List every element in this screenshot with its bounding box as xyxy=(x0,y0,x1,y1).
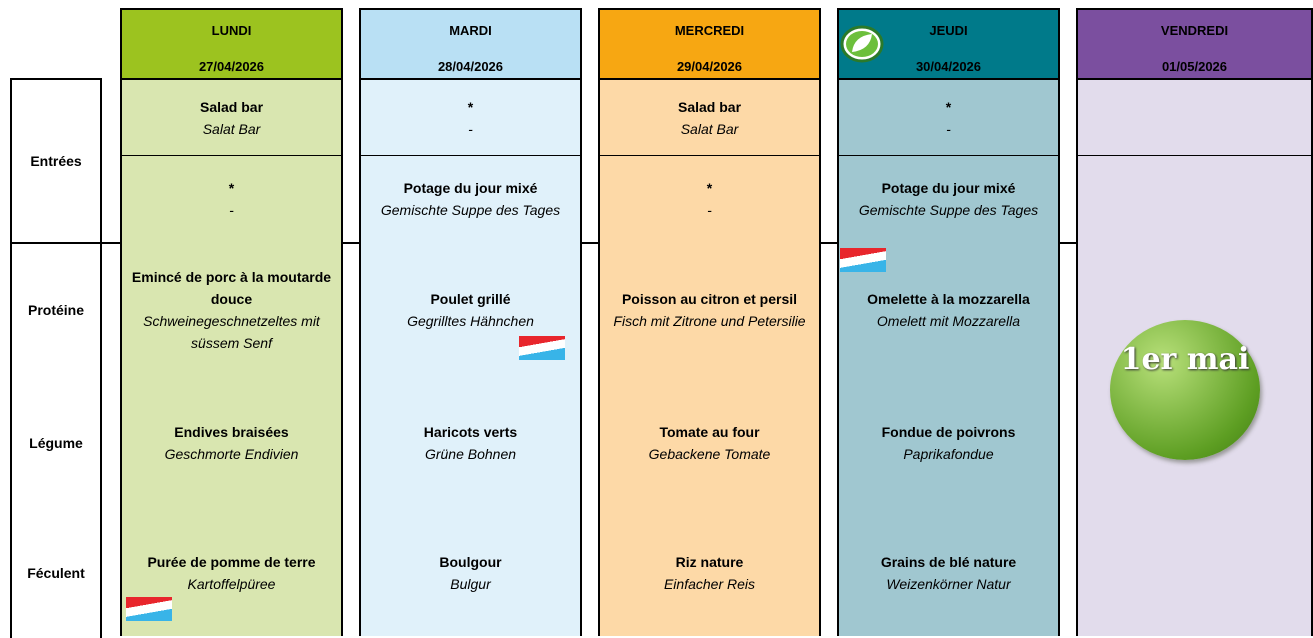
day-name: MERCREDI xyxy=(674,23,745,38)
dish-de: Geschmorte Endivien xyxy=(164,445,299,462)
dish-fr: Tomate au four xyxy=(659,423,760,440)
menu-cell: Grains de blé nature Weizenkörner Natur xyxy=(839,510,1058,636)
dish-de: Weizenkörner Natur xyxy=(886,576,1011,592)
dish-de: Schweinegeschnetzeltes mit süssem Senf xyxy=(143,312,320,351)
menu-cell: Potage du jour mixé Gemischte Suppe des T… xyxy=(839,155,1058,243)
veggie-icon xyxy=(840,25,884,63)
row-label: Protéine xyxy=(27,301,84,318)
row-label: Féculent xyxy=(27,565,85,581)
dish-fr: * xyxy=(467,98,474,115)
dish-de: Fisch mit Zitrone und Petersilie xyxy=(613,312,806,329)
menu-cell: Poulet grillé Gegrilltes Hähnchen xyxy=(361,244,580,375)
dish-de: Gegrilltes Hähnchen xyxy=(407,312,534,329)
day-name: MARDI xyxy=(449,23,492,38)
dish-de: Paprikafondue xyxy=(903,445,994,462)
dish-fr: Omelette à la mozzarella xyxy=(867,290,1030,307)
menu-cell: * - xyxy=(600,155,819,243)
day-header xyxy=(598,8,821,80)
dish-fr: Riz nature xyxy=(675,554,744,570)
menu-cell: Riz nature Einfacher Reis xyxy=(600,510,819,636)
day-date: 28/04/2026 xyxy=(437,59,504,74)
dish-de: - xyxy=(946,120,951,137)
dish-de: Kartoffelpüree xyxy=(187,576,276,592)
menu-cell: Omelette à la mozzarella Omelett mit Mozz… xyxy=(839,244,1058,375)
menu-cell: Emincé de porc à la moutarde douce Schwei… xyxy=(122,244,341,375)
dish-fr: Potage du jour mixé xyxy=(403,180,538,196)
menu-cell: * - xyxy=(122,155,341,243)
menu-cell: Fondue de poivrons Paprikafondue xyxy=(839,375,1058,510)
dish-fr: Boulgour xyxy=(439,554,502,570)
dish-fr: Purée de pomme de terre xyxy=(147,554,316,570)
menu-cell: Potage du jour mixé Gemischte Suppe des T… xyxy=(361,155,580,243)
dish-de: Gebackene Tomate xyxy=(648,445,771,462)
menu-cell: * - xyxy=(361,80,580,155)
menu-cell: Endives braisées Geschmorte Endivien xyxy=(122,375,341,510)
dish-fr: Endives braisées xyxy=(174,423,289,440)
dish-de: Omelett mit Mozzarella xyxy=(876,312,1021,329)
day-column xyxy=(598,78,821,636)
dish-de: Bulgur xyxy=(450,576,491,592)
holiday-badge xyxy=(1110,320,1260,460)
menu-cell: Boulgour Bulgur xyxy=(361,510,580,636)
dish-fr: Haricots verts xyxy=(423,423,518,440)
dish-de: Salat Bar xyxy=(680,120,739,137)
day-header xyxy=(359,8,582,80)
lux-flag xyxy=(519,336,565,360)
dish-de: Einfacher Reis xyxy=(663,576,756,592)
day-date: 30/04/2026 xyxy=(915,59,982,74)
day-header xyxy=(120,8,343,80)
dish-fr: Fondue de poivrons xyxy=(881,423,1016,440)
dish-fr: Grains de blé nature xyxy=(880,554,1017,570)
lux-flag xyxy=(840,248,886,272)
row-label: Légume xyxy=(29,434,83,451)
menu-cell: * - xyxy=(839,80,1058,155)
row-label-column xyxy=(10,78,102,638)
day-date: 29/04/2026 xyxy=(676,59,743,74)
day-column xyxy=(120,78,343,636)
entree-divider xyxy=(837,155,1060,156)
dish-de: Gemischte Suppe des Tages xyxy=(858,202,1039,218)
menu-cell: Haricots verts Grüne Bohnen xyxy=(361,375,580,510)
row-label: Entrées xyxy=(30,153,82,169)
day-name: VENDREDI xyxy=(1160,23,1229,38)
day-date: 01/05/2026 xyxy=(1161,59,1228,74)
dish-de: - xyxy=(468,120,473,137)
day-name: LUNDI xyxy=(211,23,252,38)
entree-divider xyxy=(598,155,821,156)
holiday-text: 1er mai xyxy=(1120,342,1250,377)
dish-fr: * xyxy=(945,98,952,115)
day-column xyxy=(837,78,1060,636)
day-date: 27/04/2026 xyxy=(198,59,265,74)
dish-de: Grüne Bohnen xyxy=(424,445,517,462)
dish-de: Salat Bar xyxy=(202,120,261,137)
menu-cell: Salad bar Salat Bar xyxy=(122,80,341,155)
menu-cell: Poisson au citron et persil Fisch mit Zit… xyxy=(600,244,819,375)
dish-fr: Poulet grillé xyxy=(430,290,511,307)
menu-cell: Tomate au four Gebackene Tomate xyxy=(600,375,819,510)
entree-divider xyxy=(120,155,343,156)
day-name: JEUDI xyxy=(929,23,968,38)
dish-de: Gemischte Suppe des Tages xyxy=(380,202,561,218)
dish-fr: Salad bar xyxy=(677,98,742,115)
entree-divider xyxy=(359,155,582,156)
entree-divider xyxy=(1076,155,1313,156)
lux-flag xyxy=(126,597,172,621)
menu-cell: Salad bar Salat Bar xyxy=(600,80,819,155)
dish-fr: Emincé de porc à la moutarde douce xyxy=(131,268,332,307)
dish-de: - xyxy=(707,202,712,218)
day-header xyxy=(1076,8,1313,80)
dish-fr: Salad bar xyxy=(199,98,264,115)
dish-fr: * xyxy=(706,180,713,196)
menu-cell: Purée de pomme de terre Kartoffelpüree xyxy=(122,510,341,636)
dish-de: - xyxy=(229,202,234,218)
dish-fr: * xyxy=(228,180,235,196)
dish-fr: Poisson au citron et persil xyxy=(621,290,798,307)
dish-fr: Potage du jour mixé xyxy=(881,180,1016,196)
